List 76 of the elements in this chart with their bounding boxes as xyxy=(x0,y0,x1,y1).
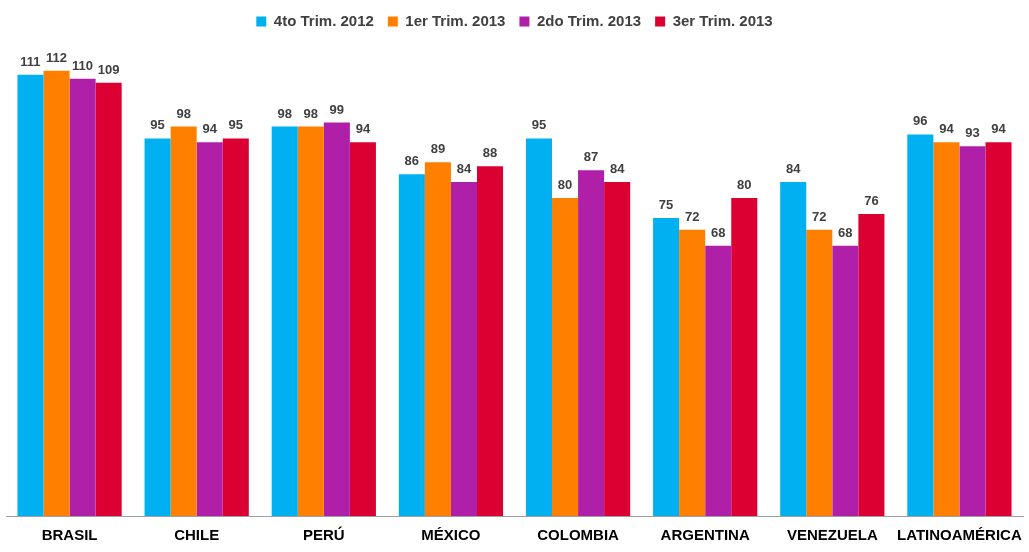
data-label: 95 xyxy=(150,117,165,133)
data-label: 84 xyxy=(456,161,472,177)
bar xyxy=(95,82,122,516)
data-label: 80 xyxy=(557,177,573,193)
data-label: 86 xyxy=(404,153,420,169)
data-label: 76 xyxy=(864,192,879,208)
legend-label: 4to Trim. 2012 xyxy=(273,11,374,29)
data-label: 98 xyxy=(277,105,292,121)
bar xyxy=(323,122,350,516)
bar xyxy=(69,78,96,516)
bar xyxy=(271,126,298,516)
bar xyxy=(144,138,171,516)
data-label: 88 xyxy=(482,145,498,161)
x-tick-label: BRASIL xyxy=(41,526,98,544)
bar xyxy=(705,245,732,516)
bar xyxy=(525,138,552,516)
data-label: 95 xyxy=(531,117,547,133)
bar xyxy=(858,213,885,516)
x-tick-label: MÉXICO xyxy=(421,526,481,544)
legend-label: 3er Trim. 2013 xyxy=(672,11,773,29)
data-label: 68 xyxy=(710,224,726,240)
data-label: 89 xyxy=(430,141,446,157)
data-label: 94 xyxy=(991,121,1007,137)
x-tick-label: VENEZUELA xyxy=(786,526,878,544)
bar xyxy=(477,166,504,516)
data-label: 84 xyxy=(609,161,626,177)
bar xyxy=(17,74,44,516)
bar xyxy=(806,229,833,516)
bar xyxy=(604,182,631,516)
data-label: 110 xyxy=(72,57,94,73)
x-tick-label: PERÚ xyxy=(302,526,345,544)
bar xyxy=(170,126,197,516)
bar xyxy=(780,182,807,516)
bar xyxy=(959,146,986,516)
data-label: 109 xyxy=(97,61,120,77)
bar xyxy=(731,198,758,516)
data-label: 94 xyxy=(202,121,218,137)
data-label: 98 xyxy=(176,105,191,121)
data-label: 68 xyxy=(838,224,853,240)
bar xyxy=(43,70,70,516)
x-tick-label: COLOMBIA xyxy=(537,526,620,544)
bar xyxy=(653,217,680,516)
bar xyxy=(349,142,376,516)
legend-label: 1er Trim. 2013 xyxy=(405,11,506,29)
bar xyxy=(985,142,1012,516)
data-label: 80 xyxy=(737,177,752,193)
data-label: 75 xyxy=(658,196,674,212)
bar xyxy=(679,229,706,516)
data-label: 72 xyxy=(812,208,827,224)
data-label: 94 xyxy=(939,121,955,137)
data-label: 93 xyxy=(965,125,980,141)
data-label: 95 xyxy=(228,117,244,133)
bar xyxy=(222,138,249,516)
data-label: 84 xyxy=(785,161,802,177)
x-tick-label: CHILE xyxy=(174,526,220,544)
bar xyxy=(398,174,425,516)
bar xyxy=(196,142,223,516)
legend-label: 2do Trim. 2013 xyxy=(536,11,642,29)
x-tick-label: LATINOAMÉRICA xyxy=(897,526,1022,544)
data-label: 96 xyxy=(913,113,928,129)
data-label: 87 xyxy=(583,149,599,165)
data-label: 98 xyxy=(303,105,319,121)
data-label: 94 xyxy=(355,121,371,137)
data-label: 72 xyxy=(684,208,700,224)
bar xyxy=(450,182,477,516)
data-label: 112 xyxy=(46,49,68,65)
data-label: 111 xyxy=(20,53,41,69)
bar xyxy=(933,142,960,516)
bar xyxy=(424,162,451,516)
bar xyxy=(552,198,579,516)
bar xyxy=(832,245,859,516)
bar xyxy=(578,170,605,516)
data-label: 99 xyxy=(329,101,345,117)
x-tick-label: ARGENTINA xyxy=(660,526,750,544)
bar xyxy=(297,126,324,516)
bar xyxy=(907,134,934,516)
